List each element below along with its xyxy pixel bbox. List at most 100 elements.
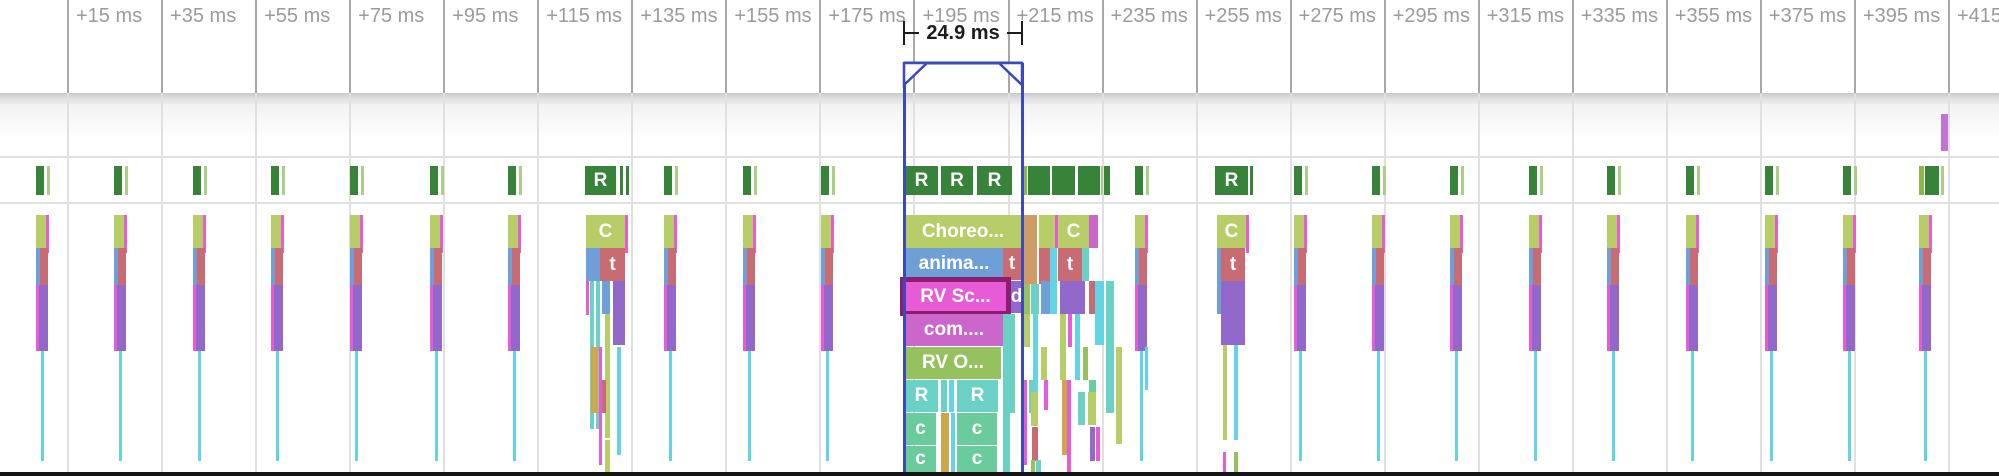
flame-slice[interactable] bbox=[1032, 427, 1038, 461]
slice-layout[interactable]: RV O... bbox=[905, 347, 1001, 379]
flame-slice[interactable] bbox=[1217, 248, 1221, 314]
raster-task-bar[interactable] bbox=[1843, 166, 1851, 195]
flame-slice[interactable] bbox=[1033, 314, 1038, 413]
flame-slice[interactable] bbox=[1843, 285, 1846, 351]
flame-slice[interactable] bbox=[1372, 248, 1376, 285]
flame-slice[interactable] bbox=[1106, 281, 1114, 413]
flame-slice[interactable] bbox=[433, 285, 442, 351]
slice-animator[interactable]: anima... bbox=[905, 248, 1003, 280]
slice-child-short[interactable]: c bbox=[905, 413, 936, 445]
flame-slice[interactable] bbox=[1140, 351, 1143, 461]
flame-slice[interactable] bbox=[1089, 281, 1095, 314]
flame-slice[interactable] bbox=[753, 215, 756, 253]
flame-slice[interactable] bbox=[743, 215, 753, 248]
flame-slice[interactable] bbox=[1304, 215, 1307, 253]
flame-slice[interactable] bbox=[668, 248, 676, 285]
raster-task-bar[interactable] bbox=[519, 166, 522, 195]
flame-slice[interactable] bbox=[821, 215, 831, 248]
flame-slice[interactable] bbox=[1691, 351, 1694, 461]
flame-slice[interactable] bbox=[353, 285, 362, 351]
flame-slice[interactable] bbox=[1041, 281, 1050, 314]
flame-slice[interactable] bbox=[276, 351, 279, 461]
flame-slice[interactable] bbox=[1031, 284, 1039, 314]
flame-slice[interactable] bbox=[1607, 248, 1611, 285]
flame-slice[interactable] bbox=[1031, 460, 1035, 472]
flame-slice[interactable] bbox=[124, 215, 127, 253]
raster-task-block[interactable]: R bbox=[941, 166, 973, 195]
flame-slice[interactable] bbox=[1775, 215, 1778, 253]
raster-task-bar[interactable] bbox=[361, 166, 364, 195]
flame-slice[interactable] bbox=[1234, 452, 1238, 472]
flame-slice[interactable] bbox=[1919, 248, 1923, 285]
flame-slice[interactable] bbox=[440, 215, 443, 253]
flame-slice[interactable] bbox=[1082, 248, 1089, 281]
raster-task-bar[interactable] bbox=[832, 166, 835, 195]
slice-bind-short[interactable]: R bbox=[957, 380, 998, 412]
flame-slice[interactable] bbox=[271, 248, 275, 285]
flame-slice[interactable] bbox=[1770, 351, 1773, 461]
flame-slice[interactable] bbox=[193, 248, 197, 285]
flame-slice[interactable] bbox=[1116, 347, 1122, 444]
raster-task-bar[interactable] bbox=[271, 166, 279, 195]
flame-slice[interactable] bbox=[1298, 248, 1306, 285]
flame-slice[interactable] bbox=[119, 351, 122, 461]
raster-task-bar[interactable] bbox=[1383, 166, 1386, 195]
flame-slice[interactable] bbox=[430, 248, 434, 285]
slice-animator-short[interactable]: t bbox=[1221, 248, 1245, 281]
flame-slice[interactable] bbox=[1090, 427, 1095, 461]
raster-task-bar[interactable] bbox=[1028, 166, 1050, 195]
flame-slice[interactable] bbox=[1294, 285, 1297, 351]
flame-slice[interactable] bbox=[1769, 248, 1777, 285]
raster-task-bar[interactable] bbox=[1052, 166, 1075, 195]
flame-slice[interactable] bbox=[39, 285, 48, 351]
raster-task-bar[interactable] bbox=[1104, 166, 1110, 195]
flame-slice[interactable] bbox=[941, 380, 947, 412]
flame-slice[interactable] bbox=[1023, 380, 1027, 465]
raster-task-bar[interactable] bbox=[430, 166, 438, 195]
flame-slice[interactable] bbox=[743, 285, 746, 351]
flame-slice[interactable] bbox=[949, 380, 954, 412]
flame-slice[interactable] bbox=[1375, 285, 1384, 351]
raster-task-bar[interactable] bbox=[626, 166, 629, 195]
raster-task-bar[interactable] bbox=[282, 166, 285, 195]
flame-slice[interactable] bbox=[508, 285, 511, 351]
flame-slice[interactable] bbox=[1055, 215, 1058, 248]
flame-slice[interactable] bbox=[118, 248, 126, 285]
slice-child-short[interactable]: c bbox=[905, 446, 936, 472]
flame-slice[interactable] bbox=[511, 285, 520, 351]
flame-slice[interactable] bbox=[1294, 215, 1304, 248]
flame-slice[interactable] bbox=[197, 248, 205, 285]
selection-boundary-right[interactable] bbox=[1021, 63, 1024, 472]
raster-task-bar[interactable] bbox=[1294, 166, 1302, 195]
raster-task-bar[interactable] bbox=[1372, 166, 1380, 195]
raster-task-bar[interactable] bbox=[1529, 166, 1537, 195]
flame-slice[interactable] bbox=[434, 248, 442, 285]
flame-slice[interactable] bbox=[196, 285, 205, 351]
flame-slice[interactable] bbox=[430, 215, 440, 248]
flame-slice[interactable] bbox=[824, 285, 833, 351]
raster-task-bar[interactable] bbox=[675, 166, 678, 195]
flame-slice[interactable] bbox=[193, 215, 203, 248]
flame-slice[interactable] bbox=[596, 281, 600, 429]
raster-task-bar[interactable] bbox=[1101, 166, 1103, 195]
raster-task-bar[interactable] bbox=[743, 166, 751, 195]
flame-slice[interactable] bbox=[1068, 314, 1072, 347]
flame-slice[interactable] bbox=[360, 215, 363, 253]
flame-slice[interactable] bbox=[1846, 285, 1855, 351]
slice-scroll[interactable]: RV Sc... bbox=[900, 277, 1011, 316]
flame-slice[interactable] bbox=[586, 248, 600, 281]
raster-task-bar[interactable] bbox=[1618, 166, 1621, 195]
flame-slice[interactable] bbox=[1612, 351, 1615, 461]
raster-task-bar[interactable] bbox=[1305, 166, 1308, 195]
flame-slice[interactable] bbox=[40, 248, 48, 285]
flame-slice[interactable] bbox=[114, 248, 118, 285]
raster-task-bar[interactable] bbox=[350, 166, 358, 195]
flame-slice[interactable] bbox=[36, 285, 39, 351]
flame-slice[interactable] bbox=[1765, 285, 1768, 351]
flame-slice[interactable] bbox=[941, 413, 949, 476]
flame-slice[interactable] bbox=[1847, 248, 1855, 285]
raster-task-bar[interactable] bbox=[1450, 166, 1458, 195]
flame-slice[interactable] bbox=[1453, 285, 1462, 351]
flame-slice[interactable] bbox=[605, 440, 610, 472]
flame-slice[interactable] bbox=[1454, 248, 1462, 285]
